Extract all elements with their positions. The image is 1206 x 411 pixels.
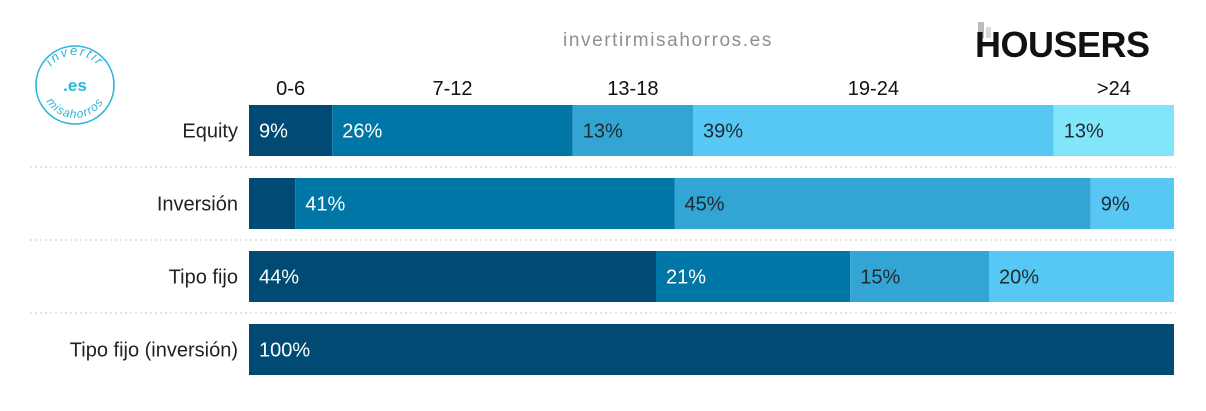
bar-segment [249, 324, 1174, 375]
data-label: 13% [1064, 121, 1104, 143]
invertirmisahorros-logo: invertir .es misahorros [35, 44, 115, 125]
bar-segment [850, 251, 989, 302]
category-label: Equity [182, 121, 238, 143]
bar-segment [572, 105, 693, 156]
bar-segment [295, 178, 675, 229]
data-label: 26% [342, 121, 382, 143]
bar-segment [656, 251, 851, 302]
data-label: 39% [703, 121, 743, 143]
bar-segment [989, 251, 1174, 302]
legend-label-3: 19-24 [848, 78, 899, 100]
data-label: 21% [666, 267, 706, 289]
data-label: 20% [999, 267, 1039, 289]
bar-segment [1053, 105, 1174, 156]
svg-text:invertir: invertir [42, 44, 108, 69]
category-label: Tipo fijo (inversión) [70, 340, 238, 362]
bar-segment [332, 105, 573, 156]
logo-chimney-mark-2 [986, 27, 991, 38]
data-label: 9% [259, 121, 288, 143]
logo-center-text: .es [63, 76, 87, 95]
bar-segment [1090, 178, 1174, 229]
data-label: 15% [860, 267, 900, 289]
data-label: 45% [685, 194, 725, 216]
legend-label-4: >24 [1097, 78, 1131, 100]
logo-top-text: invertir [42, 44, 106, 69]
data-label: 100% [259, 340, 310, 362]
bar-segment [693, 105, 1054, 156]
data-label: 44% [259, 267, 299, 289]
legend-label-2: 13-18 [607, 78, 658, 100]
logo-ring [35, 45, 115, 125]
bar-segment [249, 178, 296, 229]
bar-segment [249, 105, 333, 156]
category-label: Tipo fijo [169, 267, 238, 289]
logo-chimney-mark [978, 22, 984, 38]
brand-text: HOUSERS [975, 24, 1150, 64]
data-label: 41% [305, 194, 345, 216]
bar-segment [249, 251, 656, 302]
legend-label-0: 0-6 [276, 78, 305, 100]
legend-label-1: 7-12 [432, 78, 472, 100]
watermark-text: invertirmisahorros.es [563, 30, 773, 51]
category-label: Inversión [157, 194, 238, 216]
data-label: 9% [1101, 194, 1130, 216]
data-label: 13% [583, 121, 623, 143]
bar-segment [674, 178, 1091, 229]
housers-logo: HOUSERS [975, 22, 1150, 64]
